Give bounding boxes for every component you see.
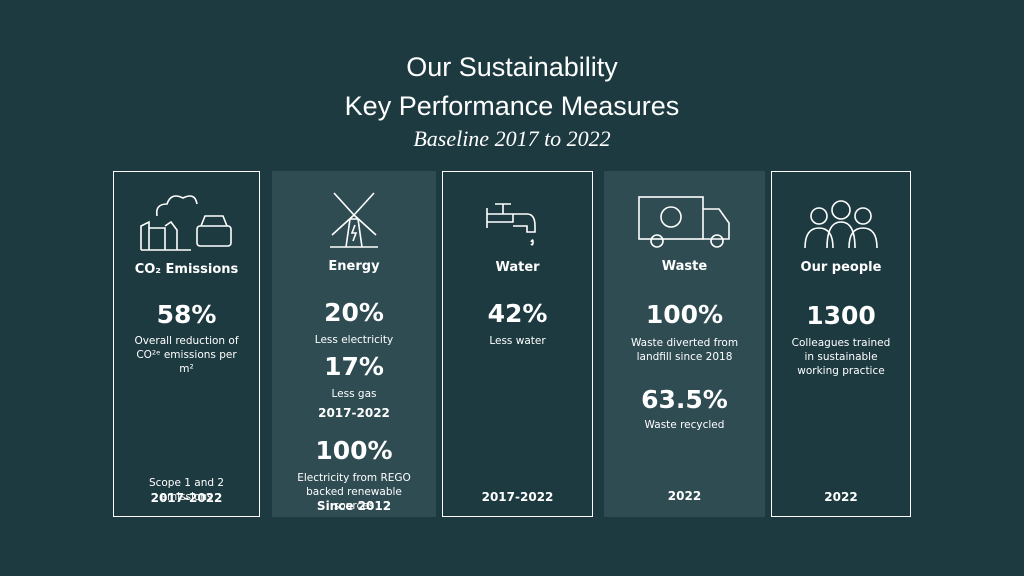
stat-label: Electricity from REGO backed renewable s…: [297, 472, 411, 512]
stat-value: 100%: [645, 300, 724, 329]
period: 2022: [667, 489, 702, 503]
card-title: CO₂ Emissions: [134, 262, 239, 277]
icon: [804, 200, 878, 249]
stat-label: Waste diverted from landfill since 2018: [630, 337, 739, 363]
stat-value: 42%: [487, 299, 548, 328]
stat-value: 58%: [156, 300, 217, 329]
icon: [637, 196, 730, 248]
kpi-card: Water 42% Less water 2017-2022: [442, 171, 593, 517]
period: 2017-2022: [318, 406, 390, 420]
stat-value: 20%: [324, 298, 384, 327]
stat-label: Colleagues trained in sustainable workin…: [791, 337, 891, 377]
kpi-card: Our people 1300 Colleagues trained in su…: [771, 171, 911, 517]
stat-label: Less electricity: [314, 334, 394, 346]
title-line: Key Performance Measures: [344, 91, 680, 121]
kpi-card: Energy 20% Less electricity 17% Less gas…: [272, 171, 436, 517]
stat-label: Overall reduction of CO²ᵉ emissions per …: [134, 335, 239, 375]
card-title: Waste: [661, 259, 708, 274]
card-title: Water: [495, 260, 540, 275]
stat-label: Less water: [489, 335, 546, 347]
period: Since 2012: [316, 499, 392, 513]
subtitle: Baseline 2017 to 2022: [413, 126, 611, 151]
kpi-card: CO₂ Emissions 58% Overall reduction of C…: [113, 171, 260, 517]
stat-value: 17%: [324, 352, 384, 381]
period: 2022: [824, 490, 858, 504]
period: 2017-2022: [481, 490, 554, 504]
stat-value: 63.5%: [641, 385, 728, 414]
icon: [485, 203, 536, 246]
stat-value: 100%: [315, 436, 393, 465]
stat-label: Waste recycled: [644, 419, 725, 431]
stat-label: Less gas: [331, 388, 377, 400]
kpi-card: Waste 100% Waste diverted from landfill …: [604, 171, 765, 517]
icon: [139, 195, 232, 251]
note: Scope 1 and 2 emissions: [148, 477, 225, 503]
stat-value: 1300: [806, 301, 876, 330]
title-line: Our Sustainability: [406, 52, 618, 82]
card-title: Our people: [800, 260, 882, 275]
icon: [330, 192, 378, 248]
card-title: Energy: [328, 259, 380, 274]
period: 2017-2022: [150, 491, 223, 505]
